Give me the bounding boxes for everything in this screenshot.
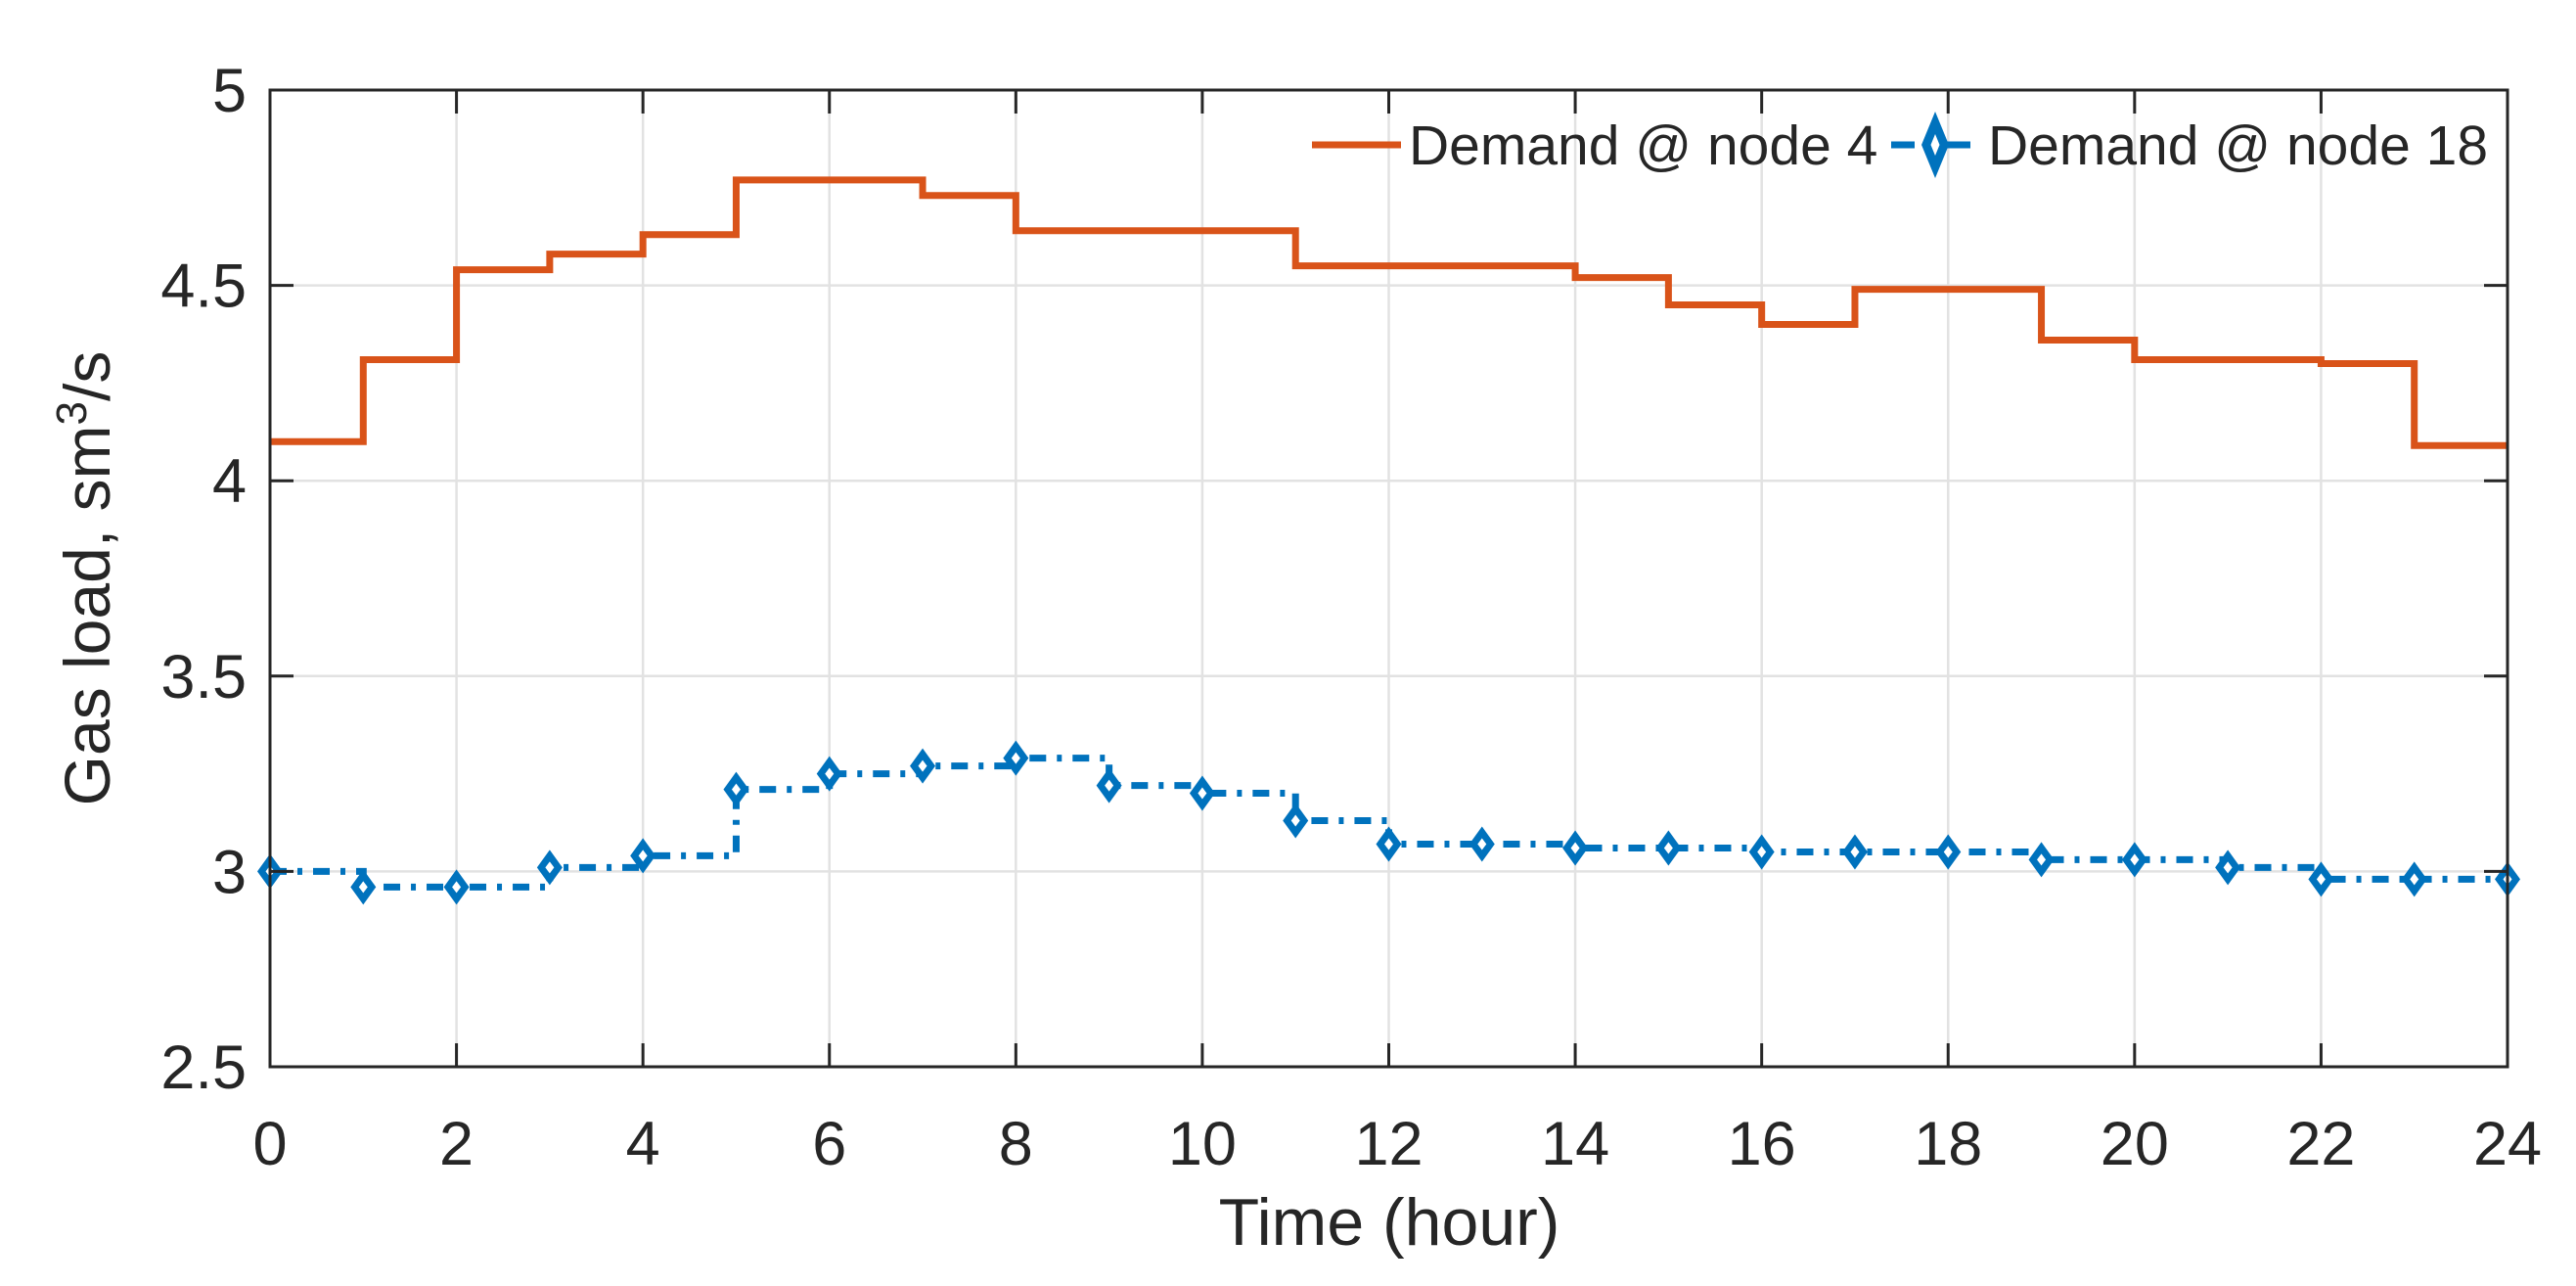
diamond-marker-core	[2223, 861, 2233, 874]
diamond-marker-core	[2316, 873, 2326, 886]
diamond-marker-core	[1011, 752, 1020, 764]
legend-entry-node-18: Demand @ node 18	[1891, 112, 2488, 178]
diamond-marker-core	[2037, 853, 2047, 866]
x-tick-label: 10	[1168, 1110, 1237, 1178]
x-tick-label: 22	[2286, 1110, 2355, 1178]
diamond-marker-core	[918, 759, 927, 772]
legend-label-node-4: Demand @ node 4	[1409, 115, 1877, 177]
x-tick-label: 16	[1728, 1110, 1796, 1178]
x-tick-label: 0	[252, 1110, 287, 1178]
tick-labels: 0 2 4 6 8 10 12 14 16 18 20 22 242.533.544.55	[160, 57, 2542, 1178]
x-tick-label: 18	[1914, 1110, 1982, 1178]
svg-text:Gas load, sm3/s: Gas load, sm3/s	[48, 351, 123, 806]
diamond-marker-core	[452, 881, 462, 894]
series-markers-demand-node-18	[257, 740, 2520, 905]
legend-label-node-18: Demand @ node 18	[1988, 115, 2488, 177]
diamond-marker-core	[1850, 846, 1860, 858]
y-tick-label: 4	[212, 447, 247, 516]
diamond-marker-core	[638, 850, 648, 862]
y-tick-label: 3.5	[160, 643, 247, 712]
x-tick-label: 2	[439, 1110, 474, 1178]
tick-marks	[268, 88, 2509, 1069]
diamond-marker-core	[2410, 873, 2419, 886]
diamond-marker-core	[545, 861, 555, 874]
legend: Demand @ node 4 Demand @ node 18	[1312, 112, 2488, 178]
y-tick-label: 2.5	[160, 1033, 247, 1102]
x-tick-label: 20	[2101, 1110, 2169, 1178]
legend-diamond-marker-core	[1930, 134, 1940, 156]
y-tick-label: 3	[212, 838, 247, 906]
diamond-marker-core	[1105, 779, 1114, 792]
series-line-demand-node-4	[270, 176, 2508, 449]
diamond-marker-core	[1570, 842, 1580, 854]
x-axis-label: Time (hour)	[1219, 1185, 1560, 1260]
x-tick-label: 24	[2473, 1110, 2542, 1178]
y-tick-label: 5	[212, 57, 247, 125]
diamond-marker-core	[1757, 846, 1767, 858]
diamond-marker-core	[1198, 787, 1207, 800]
x-tick-label: 8	[999, 1110, 1033, 1178]
diamond-marker-core	[1384, 838, 1393, 850]
diamond-marker-core	[358, 881, 368, 894]
x-tick-label: 12	[1354, 1110, 1423, 1178]
legend-entry-node-4: Demand @ node 4	[1312, 115, 1877, 177]
y-tick-label: 4.5	[160, 253, 247, 321]
diamond-marker-core	[2130, 853, 2140, 866]
x-tick-label: 4	[626, 1110, 660, 1178]
diamond-marker-core	[1477, 838, 1487, 850]
diamond-marker-core	[1943, 846, 1953, 858]
x-tick-label: 6	[812, 1110, 846, 1178]
diamond-marker-core	[1663, 842, 1673, 854]
data-series	[257, 176, 2520, 905]
y-axis-label: Gas load, sm3/s	[48, 351, 123, 806]
diamond-marker-core	[731, 783, 741, 796]
gridlines	[270, 90, 2508, 1067]
diamond-marker-core	[825, 767, 835, 780]
x-tick-label: 14	[1541, 1110, 1609, 1178]
diamond-marker-core	[1290, 814, 1300, 827]
